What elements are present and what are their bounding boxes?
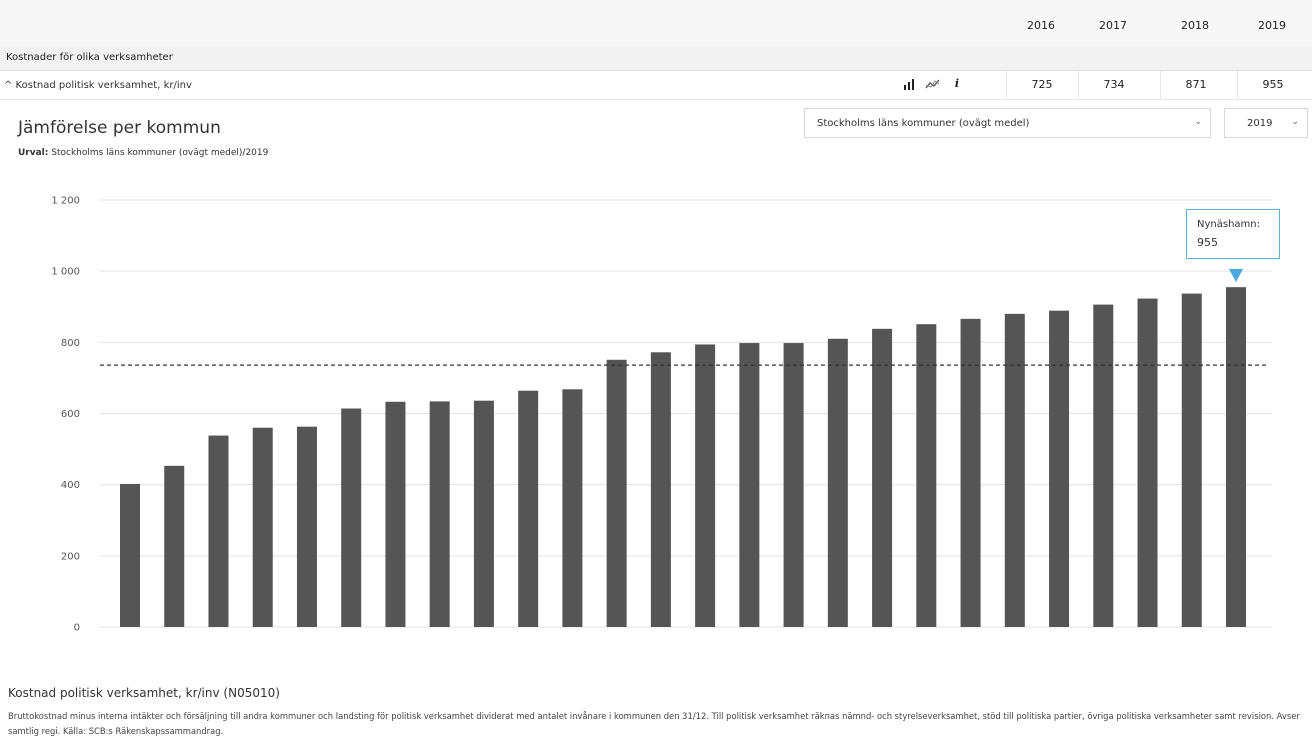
bar [341,409,361,627]
bar [518,391,538,627]
year-header-2017: 2017 [1078,19,1148,32]
info-icon[interactable]: i [948,77,966,93]
bar [164,466,184,627]
bar [1182,294,1202,627]
bar [695,344,715,627]
bar [828,339,848,627]
y-tick-label: 0 [74,623,80,634]
bar [253,428,273,627]
group-select[interactable]: Stockholms läns kommuner (ovägt medel) ⌄ [804,108,1211,138]
y-tick-label: 400 [61,480,80,491]
bar [872,329,892,627]
kpi-value-2018: 871 [1160,71,1231,99]
description-text: Bruttokostnad minus interna intäkter och… [8,709,1306,739]
bar-chart-icon[interactable] [900,77,918,93]
year-header-2019: 2019 [1237,19,1307,32]
bar [297,427,317,627]
year-header-bar: 2016 2017 2018 2019 [0,0,1312,47]
section-header: Kostnader för olika verksamheter [0,46,1312,71]
bar [784,343,804,627]
bar [385,402,405,627]
tooltip-name: Nynäshamn: [1197,219,1260,230]
group-select-value: Stockholms läns kommuner (ovägt medel) [817,118,1029,129]
y-tick-label: 800 [61,338,80,349]
tooltip-pointer [1229,269,1243,282]
bar [208,436,228,627]
y-tick-label: 200 [61,551,80,562]
year-select[interactable]: 2019 ⌄ [1224,108,1308,138]
bar [651,352,671,627]
bar [430,401,450,627]
chevron-down-icon: ⌄ [1194,117,1202,127]
y-tick-label: 1 200 [51,196,80,207]
year-header-2016: 2016 [1006,19,1076,32]
bar [916,324,936,627]
description-title: Kostnad politisk verksamhet, kr/inv (N05… [8,686,280,700]
selection-caption: Urval: Stockholms läns kommuner (ovägt m… [18,148,268,158]
kpi-value-2017: 734 [1078,71,1149,99]
bar-tooltip: Nynäshamn: 955 [1186,209,1280,259]
selection-value: Stockholms läns kommuner (ovägt medel)/2… [51,148,268,158]
y-tick-label: 1 000 [51,267,80,278]
bar [1226,287,1246,627]
bar [120,484,140,627]
bar [1049,311,1069,627]
bar [607,360,627,627]
comparison-title: Jämförelse per kommun [18,118,221,138]
comparison-bar-chart: 0 200 400 600 800 1 000 1 200 [0,175,1312,645]
year-select-value: 2019 [1247,118,1272,129]
chevron-down-icon: ⌄ [1291,117,1299,127]
kpi-row-label[interactable]: ^ Kostnad politisk verksamhet, kr/inv [4,80,192,91]
bar [474,401,494,627]
year-header-2018: 2018 [1160,19,1230,32]
bar [739,343,759,627]
bar [1093,305,1113,627]
kpi-value-2016: 725 [1006,71,1077,99]
y-tick-label: 600 [61,409,80,420]
bar [1138,299,1158,627]
tooltip-value: 955 [1197,236,1218,249]
bar [562,389,582,627]
trend-chart-icon[interactable] [924,77,942,93]
kpi-value-2019: 955 [1237,71,1308,99]
kpi-row[interactable]: ^ Kostnad politisk verksamhet, kr/inv i … [0,71,1312,100]
section-title: Kostnader för olika verksamheter [6,52,173,63]
bar [1005,314,1025,627]
selection-label: Urval: [18,148,48,158]
